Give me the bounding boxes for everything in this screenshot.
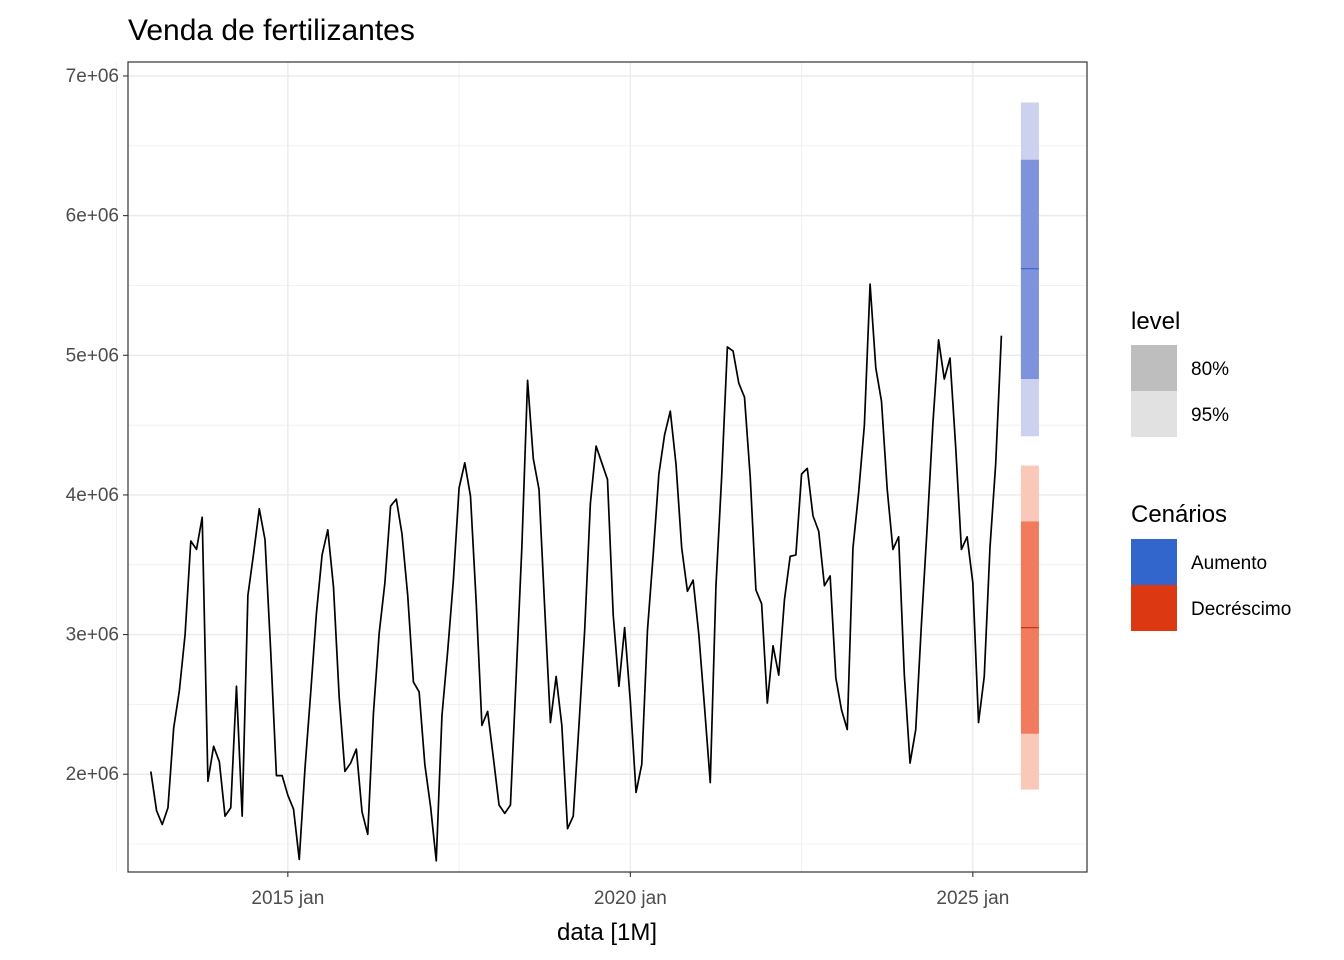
x-tick-label: 2020 jan	[594, 888, 667, 909]
legend-key-scenario	[1131, 585, 1177, 631]
y-tick-label: 7e+06	[66, 66, 119, 87]
legend-level-title: level	[1131, 308, 1180, 335]
series-line	[149, 283, 1003, 862]
grid-lines	[116, 62, 1087, 872]
legend-key-level	[1131, 345, 1177, 391]
legend-label-level: 95%	[1191, 405, 1229, 426]
legend-scenarios-title: Cenários	[1131, 501, 1227, 528]
legend-key-scenario	[1131, 539, 1177, 585]
legend-label-level: 80%	[1191, 359, 1229, 380]
forecast-80-interval	[1020, 159, 1039, 380]
panel-background	[128, 62, 1087, 872]
series-layer	[149, 283, 1003, 862]
y-tick-label: 2e+06	[66, 764, 119, 785]
y-axis: 2e+06 3e+06 4e+06 5e+06 6e+06 7e+06	[66, 66, 128, 785]
x-tick-label: 2025 jan	[936, 888, 1009, 909]
panel-border	[127, 61, 1088, 873]
forecast-bands	[1020, 102, 1039, 790]
x-axis-title: data [1M]	[557, 919, 657, 946]
legend: level Cenários 80% 95% Aumento Decréscimo	[1131, 308, 1291, 631]
y-tick-label: 3e+06	[66, 625, 119, 646]
x-tick-label: 2015 jan	[251, 888, 324, 909]
x-axis: 2015 jan 2020 jan 2025 jan	[251, 872, 1009, 909]
legend-label-scenario: Decréscimo	[1191, 599, 1291, 620]
chart-title: Venda de fertilizantes	[128, 14, 415, 47]
legend-label-scenario: Aumento	[1191, 553, 1267, 574]
y-tick-label: 6e+06	[66, 206, 119, 227]
y-tick-label: 4e+06	[66, 485, 119, 506]
legend-key-level	[1131, 391, 1177, 437]
y-tick-label: 5e+06	[66, 345, 119, 366]
